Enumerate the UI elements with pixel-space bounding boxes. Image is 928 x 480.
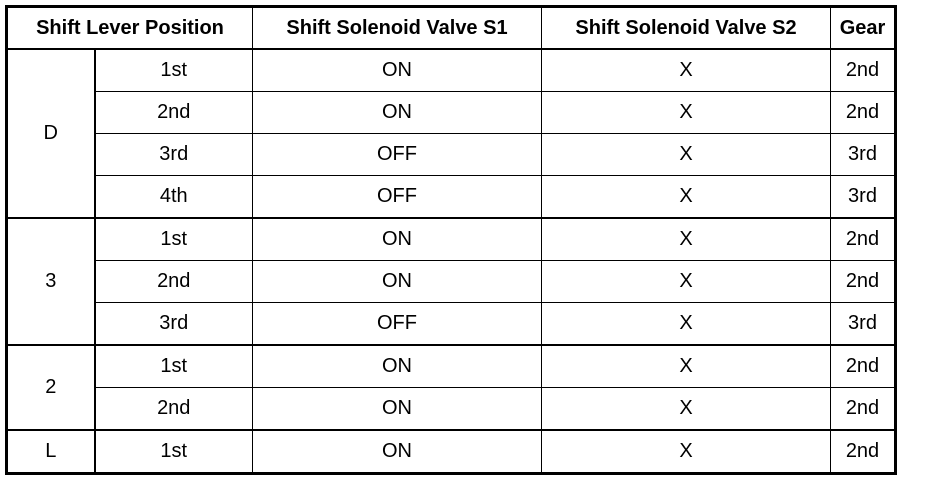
cell-gear: 3rd	[830, 302, 896, 345]
cell-range: 1st	[94, 429, 253, 474]
cell-position: 3	[6, 217, 96, 345]
cell-gear: 3rd	[830, 133, 896, 176]
cell-s2: X	[541, 91, 831, 134]
cell-gear: 2nd	[830, 91, 896, 134]
cell-s2: X	[541, 217, 831, 261]
table-row: 2nd ON X 2nd	[7, 387, 896, 430]
cell-gear: 2nd	[830, 48, 896, 92]
table-row: 2 1st ON X 2nd	[6, 344, 896, 430]
cell-s2: X	[541, 48, 831, 92]
cell-range: 3rd	[94, 133, 253, 176]
header-s1: Shift Solenoid Valve S1	[252, 6, 542, 50]
cell-s1: ON	[252, 91, 542, 134]
cell-s1: ON	[252, 217, 542, 261]
cell-s1: OFF	[252, 175, 542, 218]
cell-position: L	[6, 429, 96, 474]
cell-range: 1st	[94, 217, 253, 261]
cell-range: 2nd	[94, 387, 253, 430]
table-row: 4th OFF X 3rd	[7, 175, 896, 218]
header-shift-lever-position: Shift Lever Position	[6, 6, 253, 50]
header-gear: Gear	[830, 6, 896, 50]
cell-s2: X	[541, 429, 831, 474]
cell-range: 1st	[94, 48, 253, 92]
cell-s1: ON	[252, 387, 542, 430]
table-row: D 1st ON X 2nd	[6, 48, 896, 218]
cell-gear: 3rd	[830, 175, 896, 218]
table-row: L 1st ON X 2nd	[6, 429, 896, 474]
cell-range: 1st	[94, 344, 253, 388]
solenoid-valve-table: Shift Lever Position Shift Solenoid Valv…	[5, 5, 897, 475]
table-row: 3 1st ON X 2nd	[6, 217, 896, 345]
cell-gear: 2nd	[830, 429, 896, 474]
cell-s1: ON	[252, 429, 542, 474]
cell-s2: X	[541, 133, 831, 176]
cell-range: 4th	[94, 175, 253, 218]
header-s2: Shift Solenoid Valve S2	[541, 6, 831, 50]
cell-gear: 2nd	[830, 260, 896, 303]
cell-range: 3rd	[94, 302, 253, 345]
cell-s1: OFF	[252, 302, 542, 345]
cell-position: D	[6, 48, 96, 218]
cell-s2: X	[541, 344, 831, 388]
cell-s1: OFF	[252, 133, 542, 176]
cell-s1: ON	[252, 344, 542, 388]
cell-s1: ON	[252, 260, 542, 303]
table-row: 3rd OFF X 3rd	[7, 302, 896, 345]
cell-gear: 2nd	[830, 217, 896, 261]
table-row: 3rd OFF X 3rd	[7, 133, 896, 176]
table-row: 2nd ON X 2nd	[7, 260, 896, 303]
cell-range: 2nd	[94, 260, 253, 303]
cell-gear: 2nd	[830, 387, 896, 430]
cell-s1: ON	[252, 48, 542, 92]
table-row: 2nd ON X 2nd	[7, 91, 896, 134]
cell-s2: X	[541, 260, 831, 303]
cell-position: 2	[6, 344, 96, 430]
cell-gear: 2nd	[830, 344, 896, 388]
cell-s2: X	[541, 302, 831, 345]
cell-range: 2nd	[94, 91, 253, 134]
header-row: Shift Lever Position Shift Solenoid Valv…	[6, 6, 896, 50]
cell-s2: X	[541, 175, 831, 218]
cell-s2: X	[541, 387, 831, 430]
